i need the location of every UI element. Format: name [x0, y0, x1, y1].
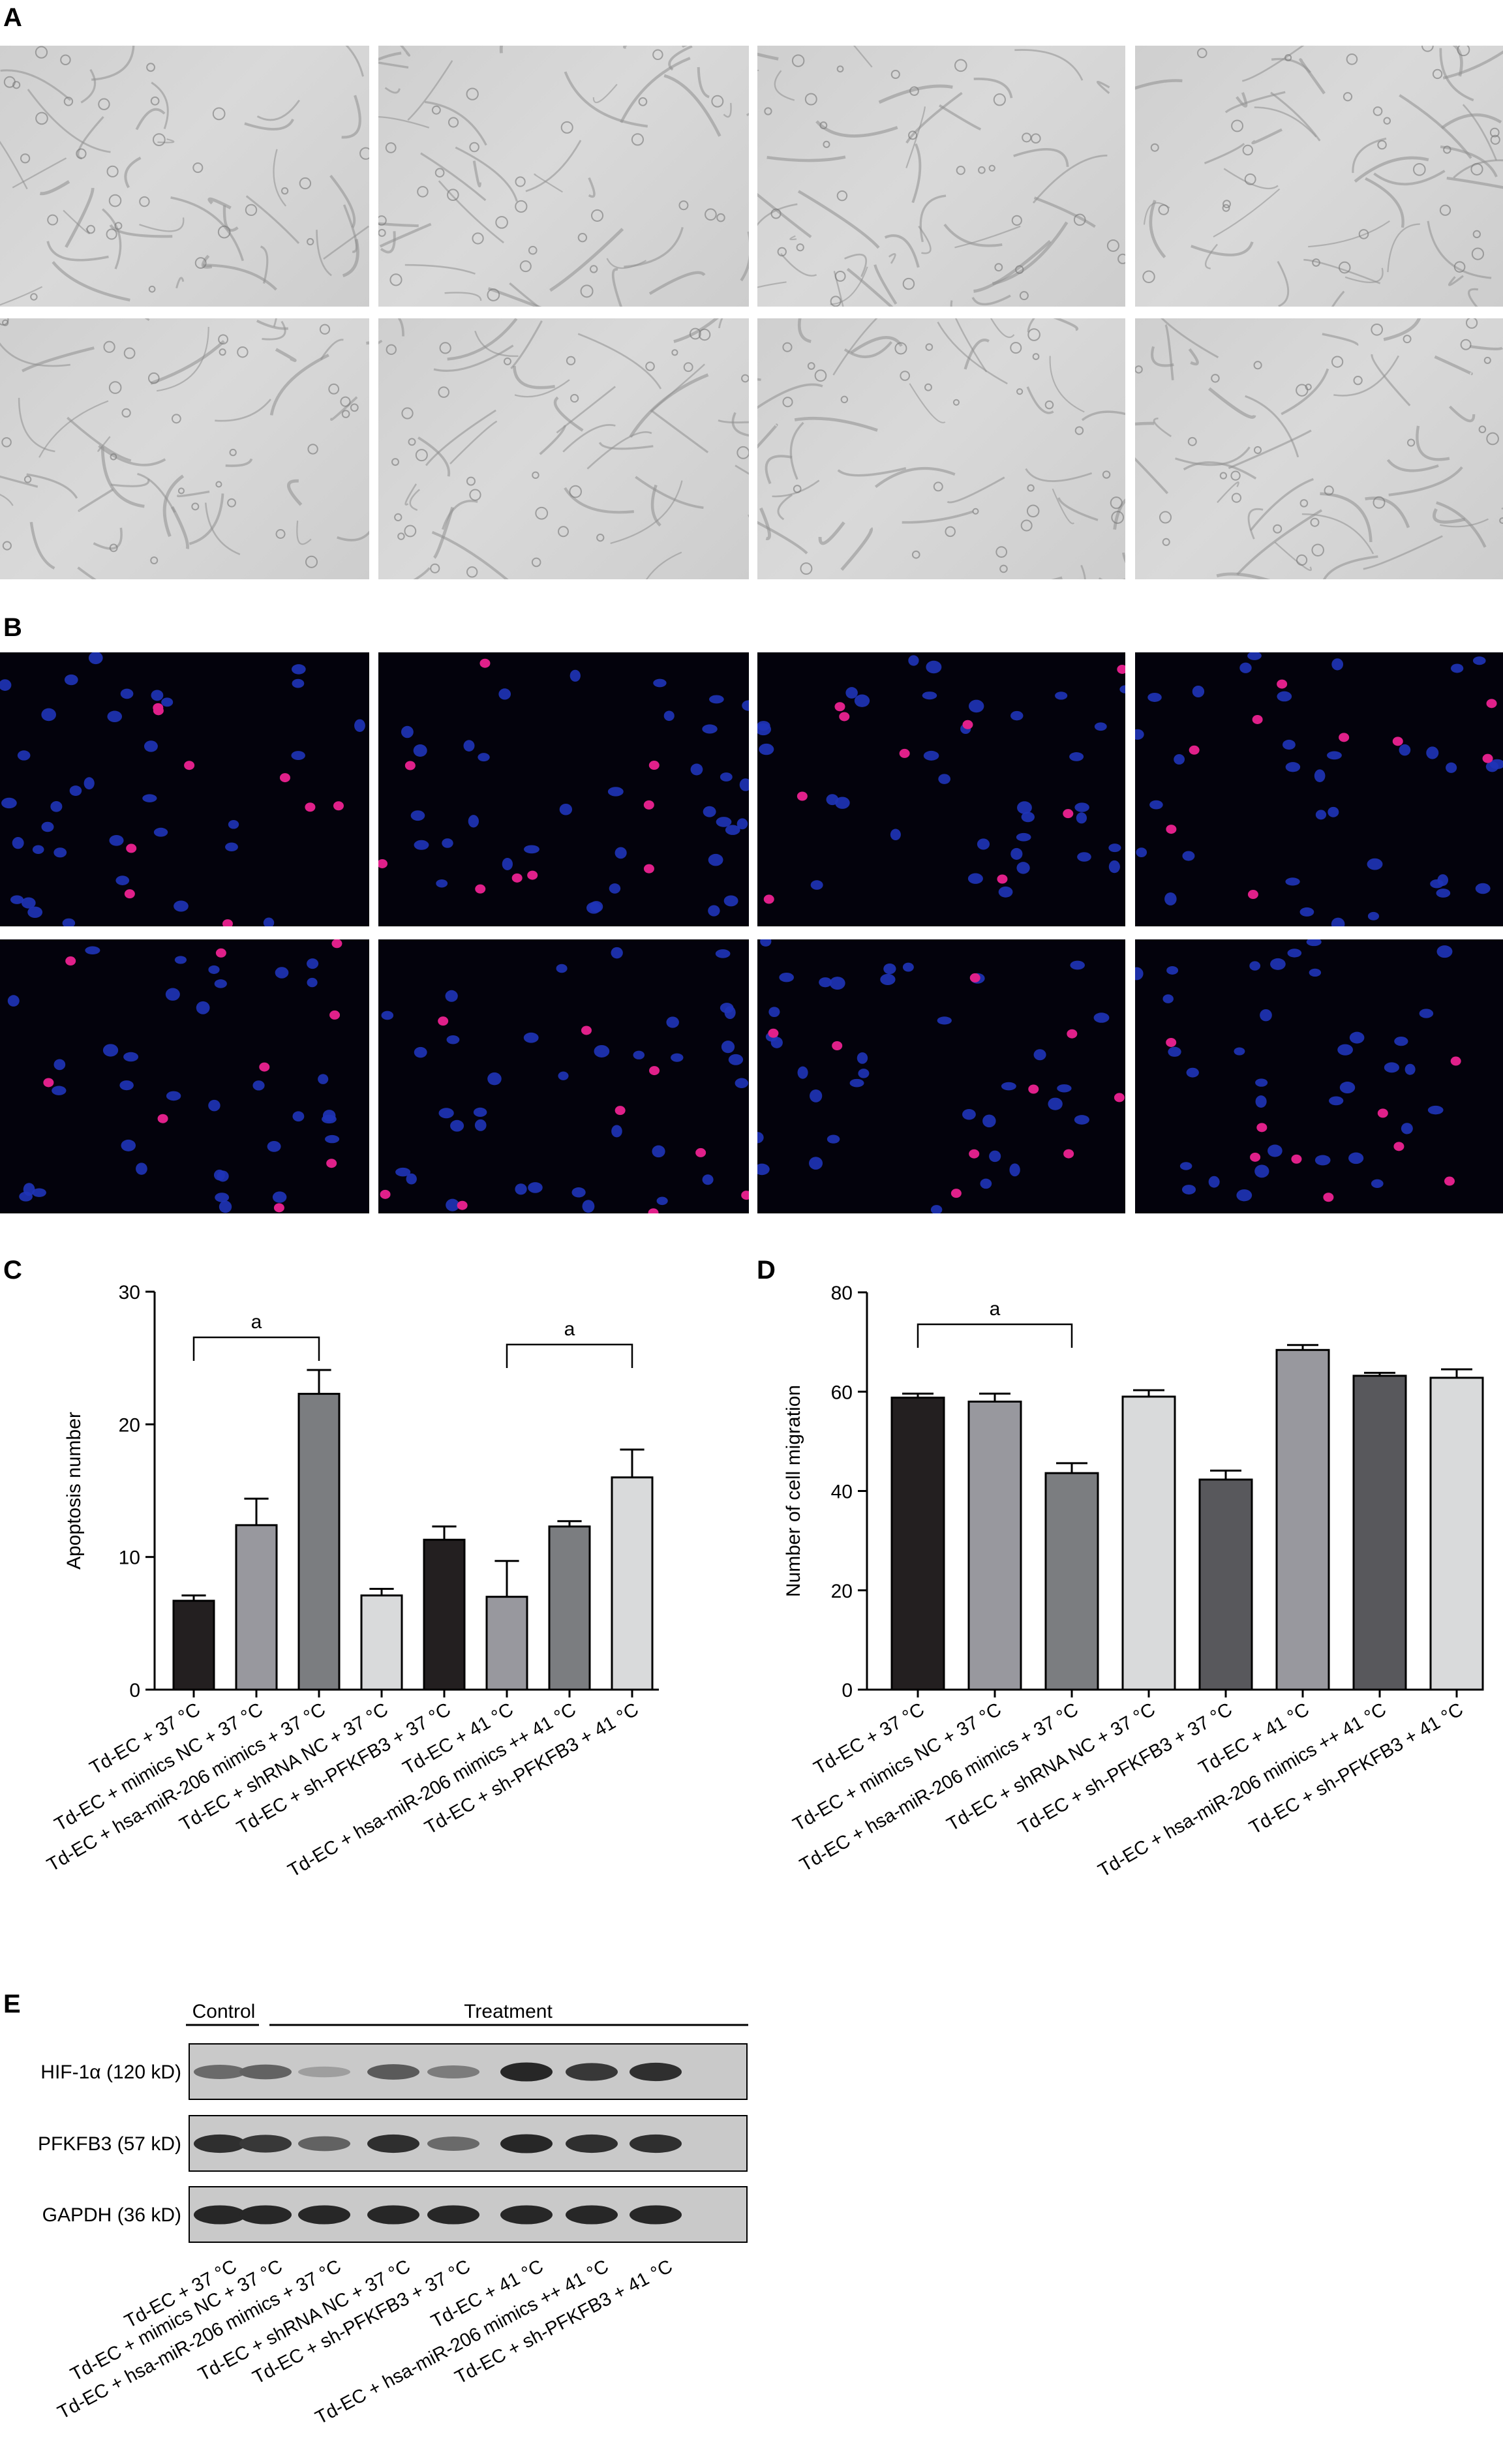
brightfield-image [757, 46, 1125, 307]
y-tick-label: 0 [129, 1680, 140, 1701]
x-tick-label: Td-EC + hsa-miR-206 mimics + 37 °C [797, 1699, 1082, 1876]
bar [1121, 1395, 1176, 1691]
fluorescence-image [757, 652, 1125, 926]
blot-band [566, 2063, 618, 2081]
significance-bracket [506, 1343, 633, 1368]
fluorescence-image [378, 652, 749, 926]
blot-band [367, 2205, 419, 2225]
significance-label: a [251, 1311, 262, 1333]
significance-label: a [564, 1318, 575, 1340]
fluorescence-image [0, 652, 369, 926]
bar [967, 1400, 1022, 1691]
y-tick-label: 60 [831, 1382, 853, 1403]
group-label-control: Control [192, 2001, 256, 2022]
brightfield-image [378, 318, 749, 579]
panel-label-b: B [3, 613, 22, 642]
brightfield-image [1135, 46, 1503, 307]
blot-band [566, 2205, 618, 2225]
fluorescence-image [1135, 939, 1503, 1213]
blot-band [367, 2064, 419, 2080]
blot-row-label: GAPDH (36 kD) [42, 2204, 181, 2226]
fluorescence-image [1135, 652, 1503, 926]
bar [297, 1393, 341, 1691]
blot-band [566, 2134, 618, 2153]
bar [1429, 1376, 1484, 1691]
blot-band [298, 2066, 350, 2078]
bar [235, 1524, 278, 1691]
y-axis-label: Number of cell migration [783, 1385, 804, 1597]
significance-bracket [192, 1336, 320, 1361]
significance-label: a [990, 1298, 1001, 1320]
y-tick-label: 80 [831, 1283, 853, 1304]
bar [423, 1538, 466, 1691]
y-tick-label: 40 [831, 1482, 853, 1503]
bar [485, 1596, 528, 1691]
brightfield-image [378, 46, 749, 307]
blot-band [298, 2205, 350, 2225]
brightfield-image [1135, 318, 1503, 579]
blot-band [194, 2134, 246, 2153]
blot-band [500, 2205, 553, 2225]
group-label-treatment: Treatment [464, 2001, 553, 2022]
bar [1044, 1472, 1099, 1691]
bar [890, 1396, 945, 1691]
fluorescence-image [0, 939, 369, 1213]
blot-band [630, 2205, 682, 2225]
blot-band [427, 2205, 479, 2225]
blot-band [630, 2062, 682, 2082]
y-tick-label: 20 [831, 1581, 853, 1602]
panel-label-a: A [3, 3, 22, 32]
blot-band [239, 2205, 292, 2225]
western-blot: Control Treatment HIF-1α (120 kD) PFKFB3 (5… [38, 2001, 748, 2429]
y-tick-label: 20 [119, 1414, 140, 1436]
fluorescence-image [378, 939, 749, 1213]
y-tick-label: 0 [842, 1680, 853, 1701]
blot-band [367, 2134, 419, 2153]
blot-band [500, 2134, 553, 2153]
blot-band [500, 2062, 553, 2082]
blot-band [298, 2136, 350, 2152]
y-tick-label: 30 [119, 1282, 140, 1303]
bar [1275, 1348, 1330, 1691]
blot-band [194, 2065, 246, 2079]
chart-D: 0 20 40 60 80 Number of cell migration Td-EC +… [783, 1283, 1484, 1881]
bar [1352, 1375, 1407, 1691]
panel-label-e: E [3, 1990, 21, 2018]
panel-label-c: C [3, 1256, 22, 1285]
significance-bracket [917, 1323, 1073, 1348]
fluorescence-image [757, 939, 1125, 1213]
blot-band [427, 2137, 479, 2151]
blot-band [630, 2134, 682, 2153]
blot-row-label: PFKFB3 (57 kD) [38, 2133, 181, 2155]
blot-band [194, 2205, 246, 2225]
blot-band [239, 2135, 292, 2153]
brightfield-image [757, 318, 1125, 579]
bar [172, 1600, 215, 1691]
brightfield-image [0, 318, 369, 579]
bar [360, 1594, 403, 1691]
blot-row-label: HIF-1α (120 kD) [40, 2061, 181, 2083]
y-axis-label: Apoptosis number [63, 1412, 85, 1570]
bar [548, 1525, 591, 1691]
brightfield-image [0, 46, 369, 307]
blot-band [427, 2065, 479, 2079]
bar [1198, 1478, 1253, 1691]
panel-label-d: D [757, 1256, 776, 1285]
bar [611, 1476, 654, 1691]
blot-band [239, 2064, 292, 2080]
y-tick-label: 10 [119, 1547, 140, 1569]
